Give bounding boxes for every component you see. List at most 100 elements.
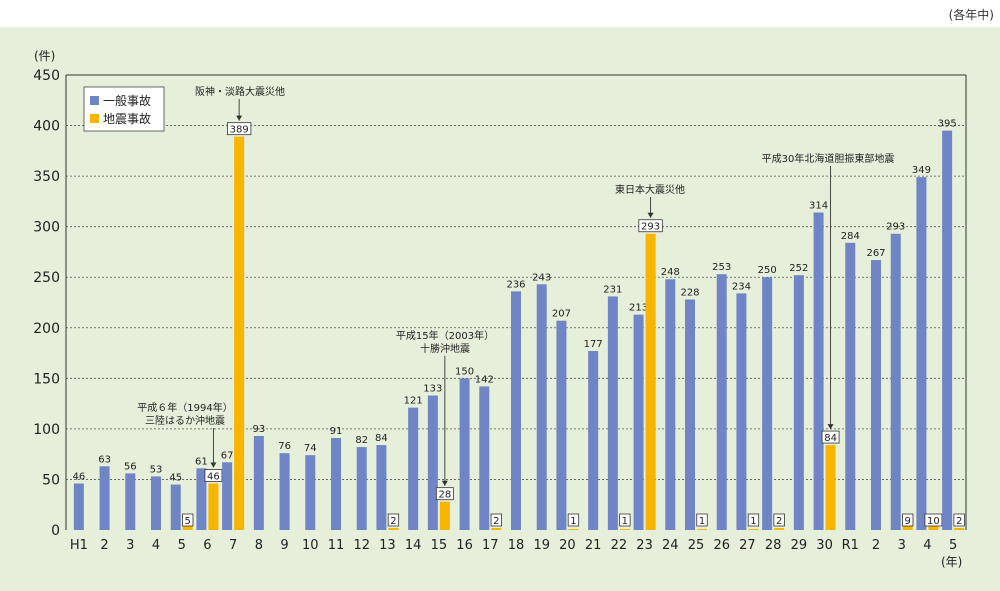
data-label-general: 207	[552, 309, 571, 320]
data-label-general: 243	[532, 272, 551, 283]
bar-general	[408, 407, 419, 530]
bar-earthquake	[182, 524, 193, 530]
annotation-text: 三陸はるか沖地震	[145, 414, 225, 427]
bar-earthquake	[491, 527, 502, 530]
data-label-general: 133	[423, 384, 442, 395]
data-label-box	[435, 487, 454, 501]
bar-chart: 050100150200250300350400450(件)46H1632563…	[33, 49, 967, 569]
bar-general	[151, 476, 161, 530]
bar-general	[427, 395, 438, 530]
bar-general	[871, 260, 881, 530]
bar-general	[536, 284, 547, 530]
x-tick-label: 3	[898, 538, 906, 553]
bar-earthquake	[439, 501, 450, 530]
data-label-box	[953, 513, 965, 527]
data-label-earthquake: 1	[699, 516, 705, 527]
data-label-general: 63	[98, 454, 111, 465]
bar-earthquake	[568, 528, 579, 530]
bar-general	[665, 279, 676, 530]
data-label-box	[696, 513, 708, 527]
x-tick-label: 8	[255, 538, 263, 553]
data-label-general: 177	[584, 339, 603, 350]
data-label-earthquake: 5	[185, 516, 191, 527]
bar-general	[793, 275, 804, 530]
x-tick-label: 17	[482, 538, 499, 553]
bar-general	[716, 274, 727, 530]
data-label-box	[773, 513, 785, 527]
bar-general	[588, 351, 599, 530]
y-tick-label: 400	[33, 119, 60, 135]
x-tick-label: 26	[713, 538, 730, 553]
data-label-general: 252	[789, 263, 808, 274]
data-label-box	[747, 513, 760, 527]
data-label-box	[226, 122, 252, 136]
data-label-box	[902, 513, 914, 527]
y-tick-label: 450	[33, 68, 60, 84]
bar-general	[253, 435, 264, 530]
bar-general	[511, 291, 521, 530]
data-label-box	[924, 513, 943, 527]
x-tick-label: 20	[559, 538, 576, 553]
legend-label-earthquake: 地震事故	[103, 111, 151, 126]
x-tick-label: 15	[431, 538, 448, 553]
x-axis-label: (年)	[941, 555, 962, 569]
data-label-general: 253	[712, 262, 731, 273]
legend-box	[83, 86, 165, 132]
bar-general	[356, 447, 367, 530]
x-tick-label: 19	[533, 538, 550, 553]
bar-earthquake	[208, 483, 219, 530]
data-label-general: 74	[304, 443, 317, 454]
data-label-general: 395	[938, 119, 957, 130]
x-tick-label: 12	[353, 538, 370, 553]
data-label-general: 61	[195, 456, 208, 467]
data-label-earthquake: 9	[905, 516, 911, 527]
annotation-arrowhead	[210, 462, 217, 468]
data-label-earthquake: 2	[776, 516, 782, 527]
bar-general	[305, 455, 316, 530]
annotation-arrowhead	[647, 212, 654, 218]
bar-earthquake	[954, 527, 965, 530]
bar-general	[222, 462, 233, 530]
bar-general	[73, 483, 84, 530]
bar-general	[607, 296, 618, 530]
data-label-box	[490, 513, 502, 527]
bar-general	[633, 314, 644, 530]
bar-general	[813, 212, 824, 530]
data-label-earthquake: 1	[622, 516, 628, 527]
data-label-general: 293	[886, 222, 905, 233]
data-label-earthquake: 28	[438, 490, 451, 501]
data-label-general: 46	[72, 471, 85, 482]
chart-panel: 0 50 100 150 200 250 300 350 400 450 (件) 46 H1 63 2 56 3…	[0, 27, 1000, 591]
data-label-general: 248	[661, 267, 680, 278]
x-tick-label: 22	[611, 538, 628, 553]
x-tick-label: 2	[872, 538, 880, 553]
x-tick-label: 13	[379, 538, 396, 553]
bar-earthquake	[825, 445, 836, 530]
bar-general	[845, 242, 856, 530]
x-tick-label: 9	[280, 538, 288, 553]
bar-general	[279, 453, 290, 530]
bar-earthquake	[697, 528, 707, 530]
bar-general	[556, 320, 567, 530]
legend-swatch-general	[90, 96, 99, 105]
bar-general	[685, 299, 695, 530]
data-label-general: 250	[758, 265, 777, 276]
data-label-general: 53	[150, 464, 163, 475]
x-tick-label: 4	[152, 538, 160, 553]
data-label-earthquake: 2	[390, 516, 396, 527]
x-tick-label: 27	[739, 538, 756, 553]
bar-general	[331, 437, 341, 530]
data-label-general: 314	[809, 201, 828, 212]
unit-note: (各年中)	[948, 8, 994, 22]
x-tick-label: 6	[203, 538, 211, 553]
data-label-general: 284	[841, 231, 860, 242]
bar-earthquake	[645, 233, 656, 530]
data-label-general: 45	[169, 473, 182, 484]
bar-general	[376, 445, 387, 530]
annotation-arrowhead	[236, 115, 243, 121]
annotation-text: 東日本大震災他	[615, 183, 685, 196]
x-tick-label: 23	[636, 538, 653, 553]
annotation-text: 平成30年北海道胆振東部地震	[762, 152, 895, 165]
x-tick-label: 3	[126, 538, 134, 553]
data-label-earthquake: 1	[750, 516, 756, 527]
